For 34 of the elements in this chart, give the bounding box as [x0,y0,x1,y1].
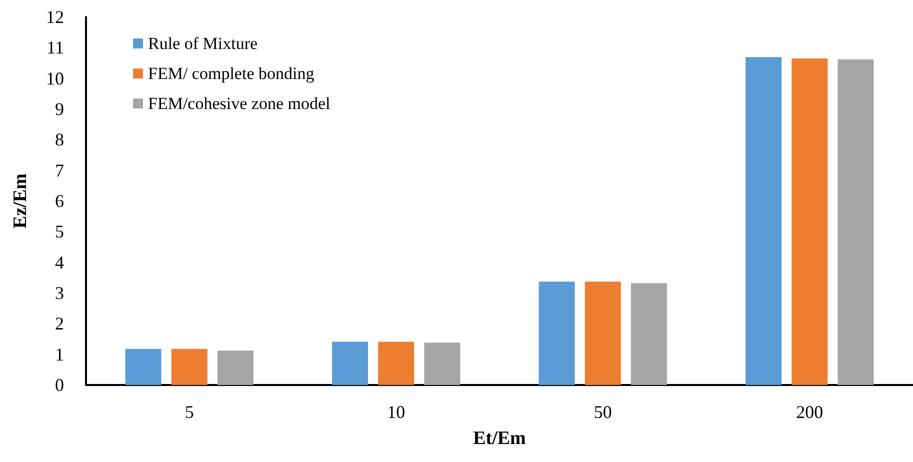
y-axis-title: Ez/Em [10,173,31,228]
x-tick-label: 10 [387,402,406,422]
x-tick-label: 200 [796,402,824,422]
y-tick-label: 8 [55,130,64,150]
bar [792,58,828,385]
bar [217,350,254,385]
y-tick-label: 1 [55,344,64,364]
legend-label: FEM/cohesive zone model [148,94,331,113]
bar [746,57,782,385]
bar [630,283,667,385]
y-tick-label: 10 [46,68,64,88]
y-tick-label: 12 [46,7,64,27]
legend-label: Rule of Mixture [148,34,258,53]
bar [378,342,414,385]
legend-label: FEM/ complete bonding [148,64,315,83]
y-tick-label: 4 [55,252,64,272]
y-tick-label: 11 [46,38,64,58]
y-tick-label: 6 [55,191,64,211]
bar [424,342,460,385]
bar [171,348,208,385]
y-tick-label: 7 [55,160,64,180]
bar [584,282,621,385]
y-tick-label: 5 [55,222,64,242]
y-tick-label: 3 [55,283,64,303]
bar [125,348,162,385]
bar [838,59,874,385]
y-tick-label: 2 [55,314,64,334]
bar [538,282,575,385]
x-axis-title: Et/Em [473,428,526,449]
bar [332,342,368,385]
x-tick-label: 5 [184,402,194,422]
y-tick-label: 9 [55,99,64,119]
x-tick-label: 50 [594,402,612,422]
y-tick-label: 0 [55,375,64,395]
